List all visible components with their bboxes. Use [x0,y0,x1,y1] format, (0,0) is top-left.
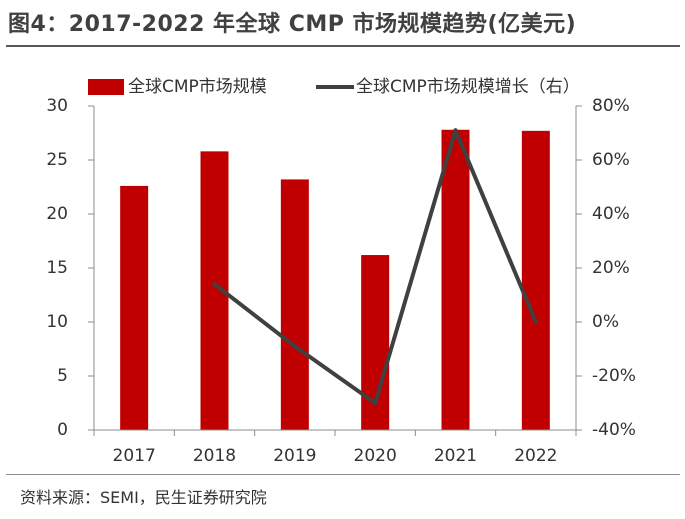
bar-2021 [441,129,470,430]
left-tick-label: 20 [46,204,68,224]
right-tick-label: 60% [592,150,630,170]
title-divider [6,45,680,47]
title-bar: 图4：2017-2022 年全球 CMP 市场规模趋势(亿美元) [0,0,685,47]
chart-svg: 0 5 10 15 20 25 30 -40% -20% 0% 20% 40% 60% 80% 2017 20… [46,77,636,466]
bar-2019 [280,179,309,430]
left-tick-label: 5 [57,366,68,386]
x-tick-label: 2017 [113,446,156,466]
right-tick-label: 80% [592,96,630,116]
right-tick-label: 20% [592,258,630,278]
source-note: 资料来源：SEMI，民生证券研究院 [20,488,267,507]
left-tick-label: 15 [46,258,68,278]
figure-title: 图4：2017-2022 年全球 CMP 市场规模趋势(亿美元) [8,12,577,37]
x-tick-label: 2022 [514,446,557,466]
footer-divider [6,474,680,475]
left-tick-label: 25 [46,150,68,170]
right-tick-label: -20% [592,366,636,386]
left-tick-label: 0 [57,420,68,440]
right-tick-label: 0% [592,312,619,332]
growth-point-2019 [292,344,297,349]
bar-2017 [120,185,149,430]
left-tick-label: 30 [46,96,68,116]
left-tick-label: 10 [46,312,68,332]
legend-line-label: 全球CMP市场规模增长（右） [356,77,580,97]
legend-bar-swatch [88,79,124,95]
x-tick-label: 2020 [354,446,397,466]
legend-bar-label: 全球CMP市场规模 [128,77,267,97]
x-tick-label: 2019 [273,446,316,466]
growth-point-2022 [533,320,538,324]
bar-2022 [521,130,550,430]
x-tick-label: 2018 [193,446,236,466]
growth-point-2018 [212,282,217,287]
growth-point-2020 [373,401,378,405]
x-tick-label: 2021 [434,446,477,466]
right-tick-label: -40% [592,420,636,440]
right-tick-label: 40% [592,204,630,224]
growth-point-2021 [453,128,458,133]
